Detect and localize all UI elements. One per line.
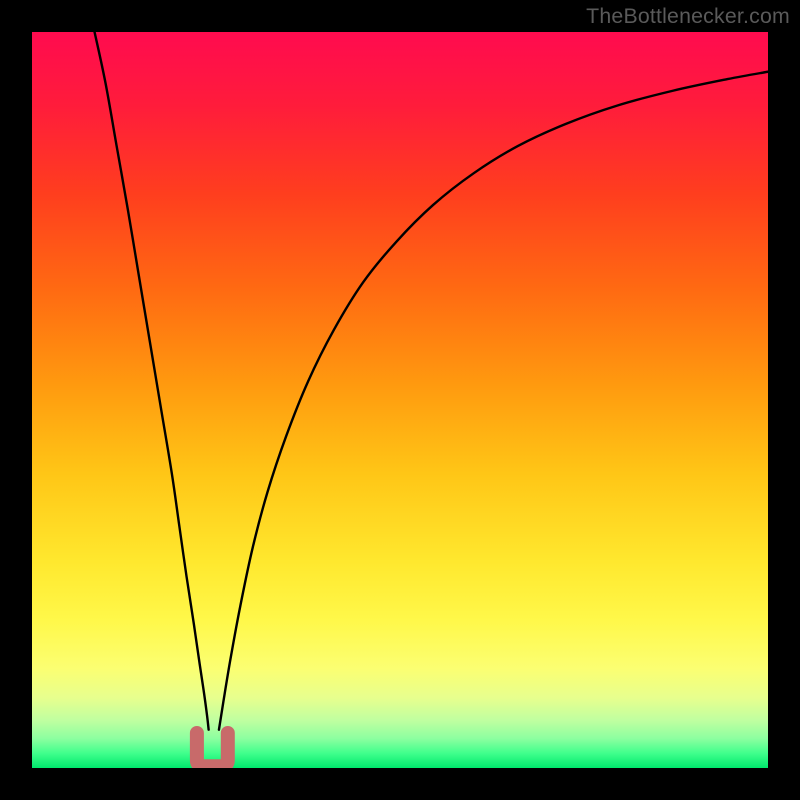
watermark-text: TheBottlenecker.com [586, 4, 790, 29]
curves-overlay [0, 0, 800, 800]
stage: TheBottlenecker.com [0, 0, 800, 800]
cusp-marker [197, 733, 228, 766]
curve-left_branch [95, 32, 209, 730]
curve-right_branch [219, 72, 768, 730]
